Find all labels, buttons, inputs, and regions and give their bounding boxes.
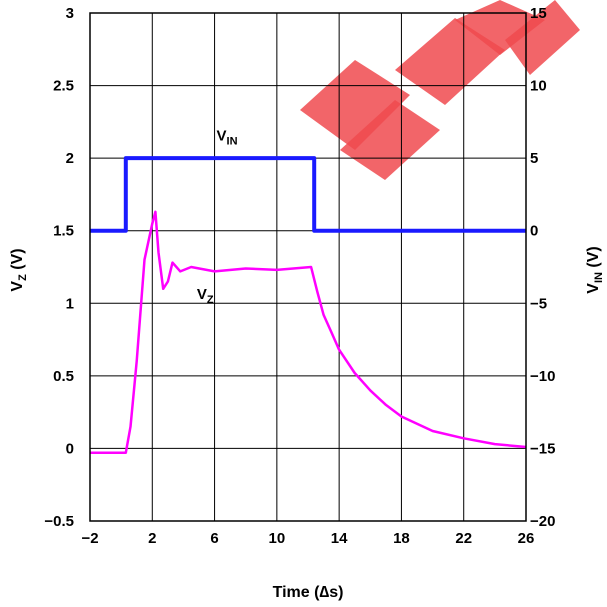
left-tick-label: 2 [66, 150, 74, 167]
series-label-main: V [197, 286, 207, 303]
right-axis-title-rest: (V) [585, 246, 602, 272]
series-line-vz [90, 210, 527, 455]
x-axis-title: Time (∆s) [273, 584, 344, 601]
left-axis-title-sub: Z [17, 274, 29, 281]
x-tick-label: −2 [81, 530, 98, 547]
left-tick-label: −0.5 [44, 513, 74, 530]
right-axis-title-main: V [585, 283, 602, 294]
series-label-main: V [217, 128, 227, 145]
x-tick-label: 14 [331, 530, 348, 547]
watermark-shape [505, 0, 580, 75]
right-axis-title: VIN (V) [585, 246, 605, 293]
x-tick-label: 26 [518, 530, 535, 547]
right-tick-label: 10 [530, 78, 547, 95]
left-axis-title-rest: (V) [9, 248, 26, 274]
right-tick-label: −10 [530, 368, 555, 385]
x-tick-label: 6 [210, 530, 218, 547]
series-label-vin: VIN [217, 128, 238, 148]
watermark-logo [300, 0, 580, 180]
watermark-shape [395, 18, 505, 105]
left-tick-label: 0 [66, 440, 74, 457]
watermark-shape [340, 100, 440, 180]
grid [90, 13, 526, 521]
x-tick-label: 10 [269, 530, 286, 547]
watermark-shape [300, 60, 410, 150]
x-tick-label: 2 [148, 530, 156, 547]
plot-frame [89, 12, 527, 522]
right-tick-label: −15 [530, 440, 555, 457]
x-tick-labels: −2 2 6 10 14 18 22 26 [81, 530, 534, 547]
left-tick-label: 2.5 [53, 78, 74, 95]
series-layer [89, 156, 527, 455]
left-axis-title: VZ (V) [9, 248, 29, 291]
right-tick-label: −5 [530, 295, 547, 312]
left-axis-title-main: V [9, 281, 26, 292]
right-axis-title-sub: IN [593, 272, 605, 283]
left-tick-label: 0.5 [53, 368, 74, 385]
right-tick-label: 15 [530, 5, 547, 22]
right-tick-label: 0 [530, 223, 538, 240]
left-tick-label: 1 [66, 295, 74, 312]
left-tick-label: 3 [66, 5, 74, 22]
right-tick-label: 5 [530, 150, 538, 167]
series-label-sub: IN [227, 136, 238, 148]
x-tick-label: 22 [455, 530, 472, 547]
right-tick-labels: −20 −15 −10 −5 0 5 10 15 [530, 5, 555, 530]
left-tick-label: 1.5 [53, 223, 74, 240]
right-tick-label: −20 [530, 513, 555, 530]
series-label-vz: VZ [197, 286, 214, 306]
series-label-sub: Z [207, 294, 214, 306]
series-line-vin [90, 156, 526, 233]
x-tick-label: 18 [393, 530, 410, 547]
left-tick-labels: −0.5 0 0.5 1 1.5 2 2.5 3 [44, 5, 74, 530]
